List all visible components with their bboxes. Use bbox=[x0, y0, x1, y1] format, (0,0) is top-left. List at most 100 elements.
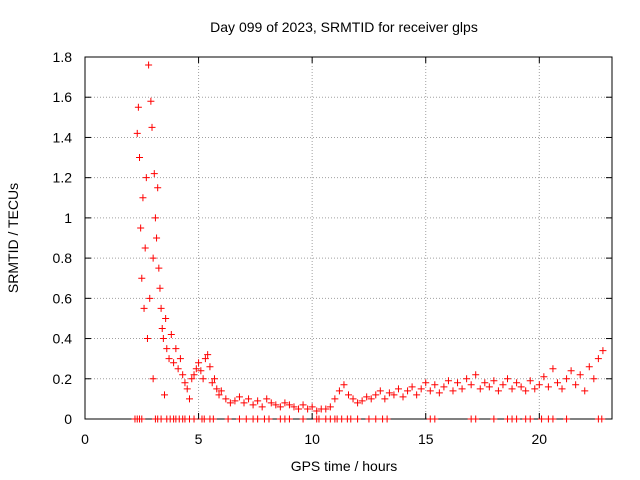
data-point bbox=[153, 234, 161, 242]
data-point bbox=[454, 379, 462, 387]
data-point bbox=[553, 379, 561, 387]
data-point bbox=[133, 129, 141, 137]
data-point bbox=[494, 387, 502, 395]
y-tick-label: 1.2 bbox=[53, 170, 73, 186]
data-point bbox=[563, 375, 571, 383]
data-point bbox=[235, 415, 243, 423]
data-point bbox=[157, 304, 165, 312]
data-point bbox=[181, 379, 189, 387]
data-point bbox=[431, 381, 439, 389]
data-point bbox=[422, 379, 430, 387]
data-point bbox=[179, 371, 187, 379]
data-point bbox=[162, 314, 170, 322]
data-point bbox=[265, 415, 273, 423]
data-point bbox=[390, 391, 398, 399]
data-point bbox=[526, 415, 534, 423]
data-point bbox=[163, 345, 171, 353]
x-tick-label: 20 bbox=[532, 431, 548, 447]
data-point bbox=[190, 371, 198, 379]
data-point bbox=[576, 371, 584, 379]
data-point bbox=[139, 194, 147, 202]
data-point bbox=[549, 415, 557, 423]
data-point bbox=[290, 403, 298, 411]
data-point bbox=[141, 244, 149, 252]
data-point bbox=[299, 415, 307, 423]
data-point bbox=[148, 123, 156, 131]
data-point bbox=[201, 355, 209, 363]
data-point bbox=[549, 365, 557, 373]
grid bbox=[85, 57, 612, 419]
x-tick-label: 5 bbox=[195, 431, 203, 447]
y-tick-label: 1.4 bbox=[53, 129, 73, 145]
data-point bbox=[449, 387, 457, 395]
x-tick-label: 10 bbox=[304, 431, 320, 447]
data-point bbox=[563, 415, 571, 423]
data-point bbox=[285, 415, 293, 423]
data-point bbox=[458, 385, 466, 393]
data-point bbox=[174, 365, 182, 373]
data-point bbox=[145, 61, 153, 69]
data-point bbox=[304, 405, 312, 413]
data-point bbox=[195, 359, 203, 367]
data-point bbox=[526, 377, 534, 385]
data-point bbox=[199, 375, 207, 383]
data-point bbox=[435, 389, 443, 397]
data-point bbox=[165, 355, 173, 363]
data-point bbox=[176, 355, 184, 363]
data-point bbox=[276, 403, 284, 411]
data-point bbox=[226, 399, 234, 407]
data-point bbox=[372, 391, 380, 399]
data-point bbox=[345, 391, 352, 399]
data-point bbox=[363, 393, 371, 401]
y-tick-label: 0 bbox=[64, 411, 72, 427]
data-point bbox=[376, 387, 384, 395]
data-point bbox=[535, 381, 543, 389]
data-point bbox=[467, 381, 475, 389]
data-point bbox=[245, 395, 253, 403]
data-point bbox=[295, 405, 303, 413]
y-tick-label: 0.8 bbox=[53, 250, 73, 266]
data-point bbox=[567, 367, 575, 375]
data-point bbox=[472, 415, 480, 423]
data-point bbox=[143, 335, 151, 343]
data-point bbox=[315, 415, 323, 423]
data-point bbox=[472, 371, 480, 379]
data-point bbox=[258, 403, 266, 411]
data-point bbox=[540, 373, 548, 381]
data-point bbox=[354, 399, 362, 407]
data-point bbox=[138, 415, 146, 423]
data-point bbox=[413, 391, 421, 399]
data-point bbox=[146, 294, 154, 302]
data-point bbox=[504, 375, 512, 383]
data-point bbox=[267, 399, 275, 407]
data-point bbox=[140, 304, 148, 312]
data-point bbox=[544, 383, 552, 391]
data-point bbox=[347, 415, 355, 423]
data-point bbox=[188, 375, 196, 383]
data-point bbox=[354, 415, 362, 423]
data-point bbox=[281, 399, 289, 407]
data-point bbox=[313, 407, 321, 415]
data-point bbox=[215, 391, 223, 399]
data-point bbox=[490, 377, 498, 385]
data-point bbox=[365, 415, 373, 423]
data-point bbox=[513, 379, 521, 387]
data-point bbox=[381, 395, 389, 403]
data-point bbox=[155, 264, 163, 272]
data-point bbox=[383, 415, 391, 423]
data-point bbox=[463, 375, 471, 383]
data-point bbox=[151, 214, 159, 222]
y-tick-label: 1.6 bbox=[53, 89, 73, 105]
data-point bbox=[263, 395, 271, 403]
data-point bbox=[137, 224, 145, 232]
data-point bbox=[499, 381, 507, 389]
data-point bbox=[224, 415, 232, 423]
data-point bbox=[598, 415, 606, 423]
data-point bbox=[170, 359, 178, 367]
data-point bbox=[585, 363, 593, 371]
data-point bbox=[322, 405, 330, 413]
data-point bbox=[476, 385, 484, 393]
data-point bbox=[235, 393, 243, 401]
data-point bbox=[426, 387, 434, 395]
data-point bbox=[183, 385, 191, 393]
